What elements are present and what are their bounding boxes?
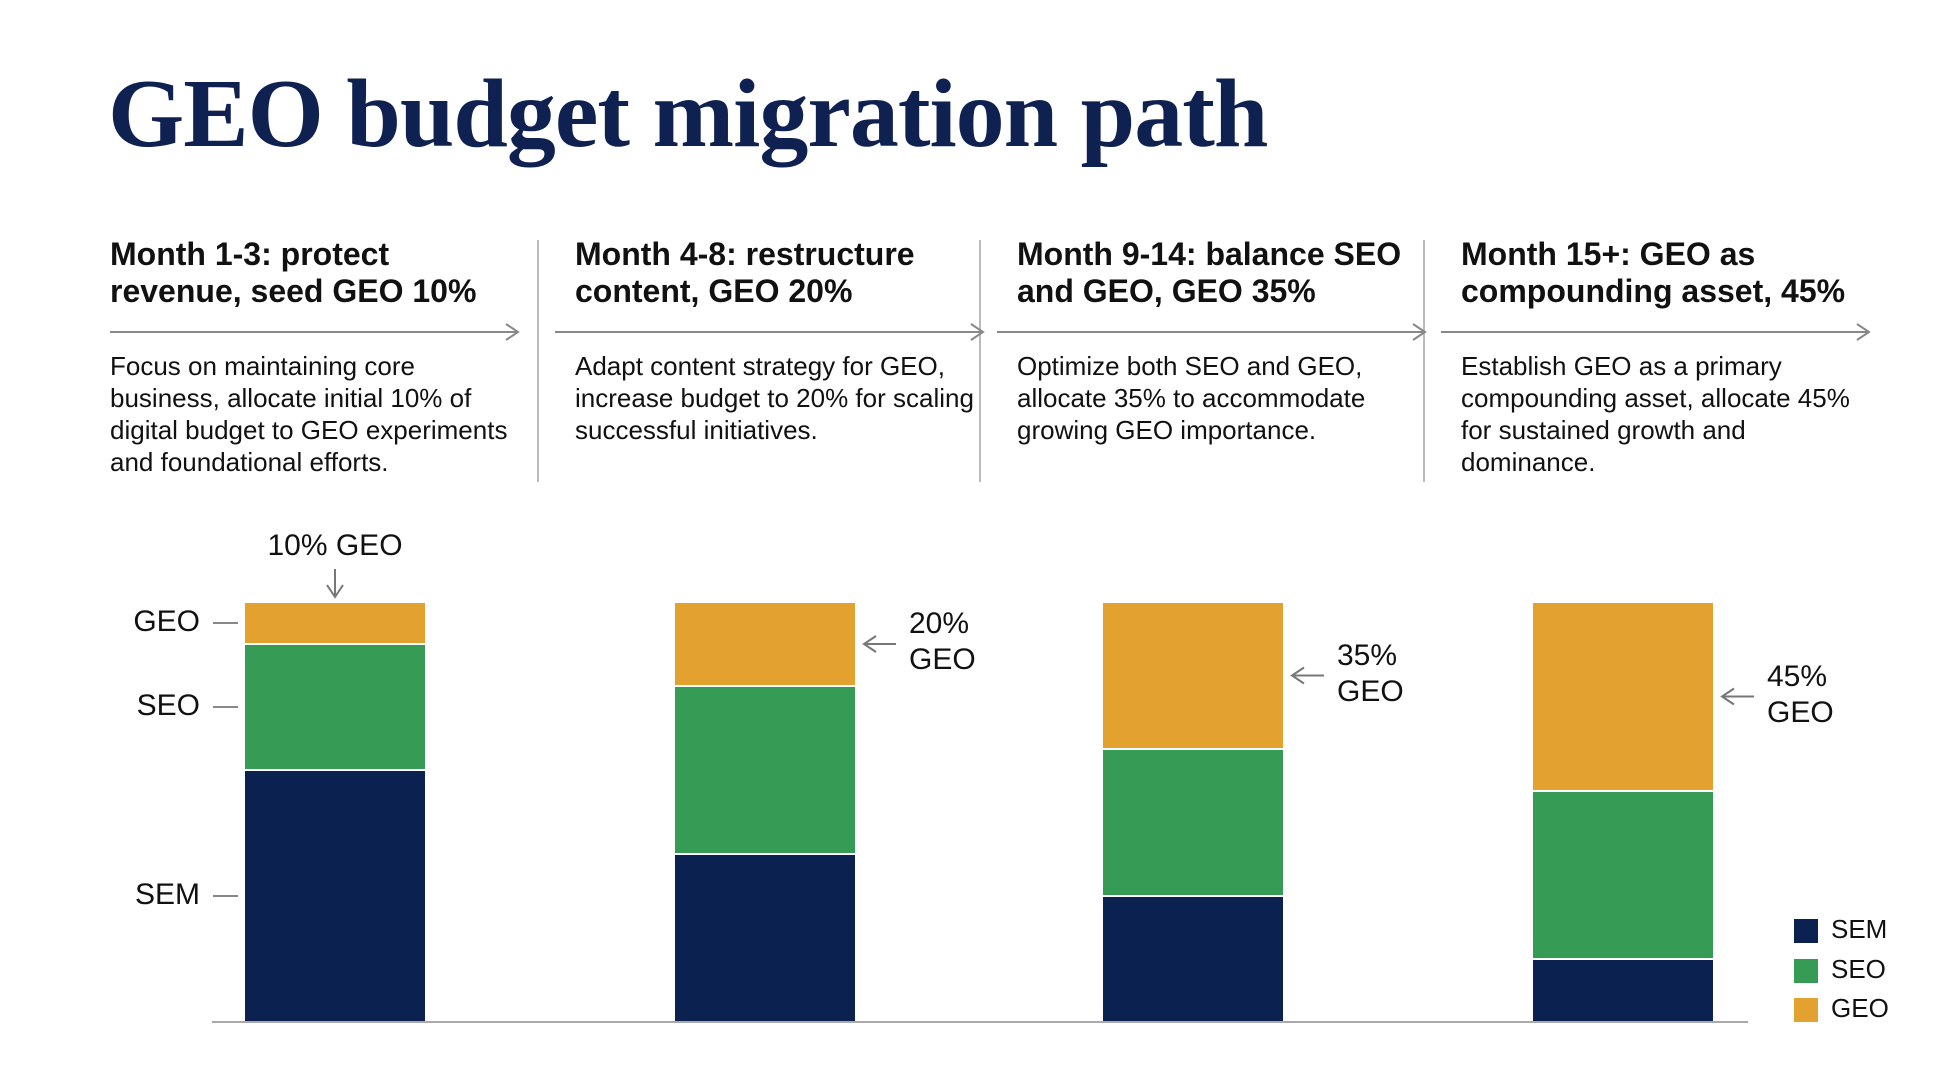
phase-arrowhead: [505, 323, 520, 341]
legend-label: SEM: [1831, 914, 1887, 944]
separator: [1423, 240, 1425, 482]
phase-heading: Month 9-14: balance SEO and GEO, GEO 35%: [1017, 236, 1402, 309]
value-label: 35% GEO: [1337, 638, 1404, 708]
bar-segment: [243, 643, 427, 771]
bar-segment: [673, 601, 857, 687]
phase-description: Adapt content strategy for GEO, increase…: [575, 351, 974, 445]
phase-heading: Month 15+: GEO as compounding asset, 45%: [1461, 236, 1846, 309]
legend-label: SEO: [1831, 954, 1886, 984]
value-label-arrowhead: [326, 584, 344, 599]
phase: Month 4-8: restructure content, GEO 20% A…: [575, 236, 985, 446]
bar-segment: [673, 685, 857, 855]
value-label: 45% GEO: [1767, 659, 1834, 729]
phase-heading: Month 4-8: restructure content, GEO 20%: [575, 236, 915, 309]
bar-segment: [1531, 790, 1715, 960]
value-label-arrowhead: [862, 635, 877, 653]
legend-swatch: [1794, 998, 1818, 1022]
value-label-arrowhead: [1720, 687, 1735, 706]
bar-segment: [1101, 601, 1285, 750]
bar-segment: [1531, 601, 1715, 792]
bar-segment: [1101, 895, 1285, 1023]
phase-description: Optimize both SEO and GEO, allocate 35% …: [1017, 351, 1366, 445]
bar-segment: [673, 853, 857, 1023]
legend-label: GEO: [1831, 993, 1889, 1023]
page-title: GEO budget migration path: [108, 60, 1268, 168]
value-label-arrowhead: [1290, 666, 1305, 685]
phase-description: Establish GEO as a primary compounding a…: [1461, 351, 1850, 477]
legend-swatch: [1794, 959, 1818, 983]
bar-segment: [243, 601, 427, 645]
phase-arrowhead: [1856, 323, 1871, 341]
phase: Month 1-3: protect revenue, seed GEO 10%…: [110, 236, 520, 478]
phase-arrowhead: [1412, 323, 1427, 341]
segment-label: SEO: [137, 689, 200, 722]
phase-description: Focus on maintaining core business, allo…: [110, 351, 508, 477]
phase: Month 15+: GEO as compounding asset, 45%…: [1461, 236, 1871, 478]
bar-segment: [1101, 748, 1285, 897]
separator: [979, 240, 981, 482]
phase-arrowhead: [970, 323, 985, 341]
value-label: 20% GEO: [909, 607, 976, 676]
phase-heading: Month 1-3: protect revenue, seed GEO 10%: [110, 236, 477, 309]
separator: [537, 240, 539, 482]
segment-label: SEM: [135, 878, 200, 911]
value-label-box: 10% GEO: [267, 529, 403, 562]
value-label: 10% GEO: [267, 529, 403, 562]
value-label-box: 35% GEO: [1337, 638, 1404, 708]
segment-label: GEO: [133, 605, 200, 638]
bar-segment: [1531, 958, 1715, 1023]
bar-segment: [243, 769, 427, 1023]
value-label-box: 45% GEO: [1767, 659, 1834, 729]
value-label-box: 20% GEO: [909, 607, 976, 676]
legend-swatch: [1794, 919, 1818, 943]
phase: Month 9-14: balance SEO and GEO, GEO 35%…: [1017, 236, 1427, 446]
